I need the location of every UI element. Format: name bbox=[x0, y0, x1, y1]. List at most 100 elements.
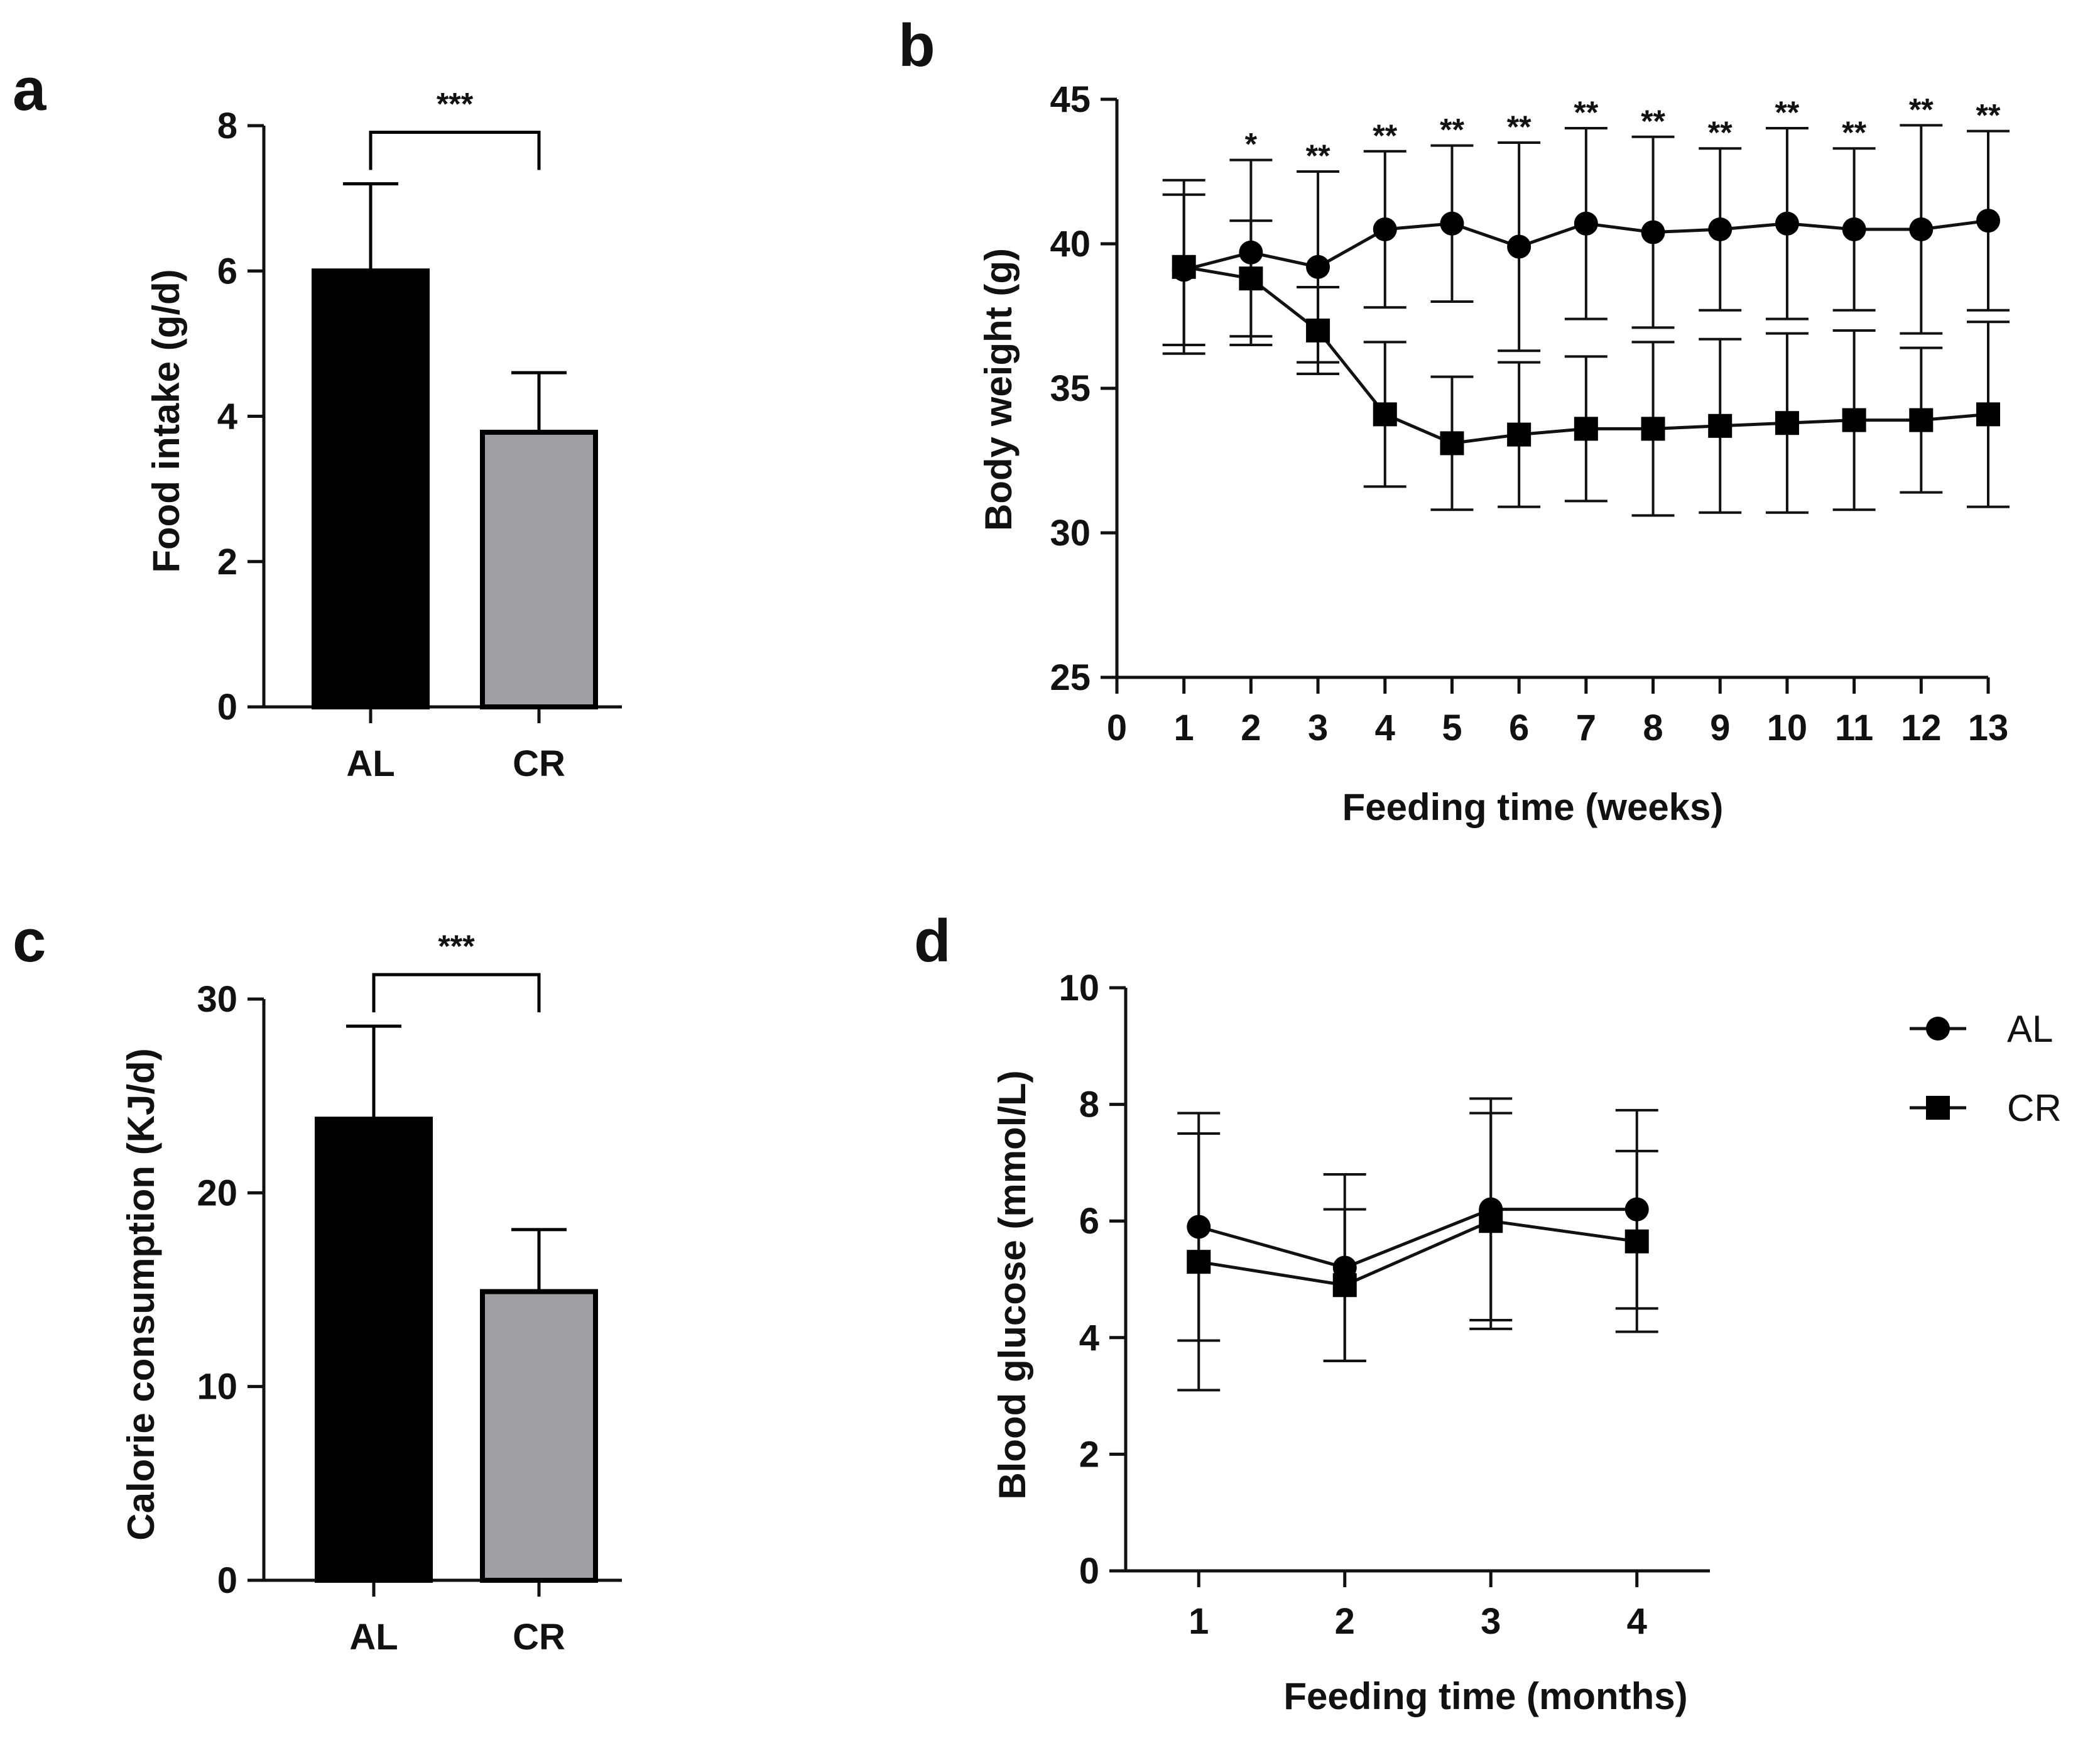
b-point-cr bbox=[1775, 411, 1799, 435]
b-significance-label: ** bbox=[1574, 95, 1598, 130]
b-significance-label: ** bbox=[1306, 138, 1330, 173]
b-point-al bbox=[1641, 220, 1665, 244]
panel-b-y-axis-title: Body weight (g) bbox=[977, 248, 1020, 531]
a-y-tick-label: 0 bbox=[217, 687, 237, 728]
d-point-al bbox=[1187, 1215, 1211, 1239]
legend-marker-al bbox=[1926, 1017, 1950, 1041]
b-point-cr bbox=[1507, 422, 1531, 447]
b-point-al bbox=[1708, 217, 1733, 241]
b-x-tick-label: 6 bbox=[1509, 708, 1529, 748]
a-bar-al bbox=[312, 268, 430, 709]
b-y-tick-label: 25 bbox=[1050, 657, 1091, 698]
b-x-tick-label: 2 bbox=[1241, 708, 1261, 748]
d-point-cr bbox=[1624, 1229, 1649, 1254]
b-significance-label: ** bbox=[1775, 95, 1799, 130]
d-y-tick-label: 2 bbox=[1079, 1434, 1099, 1475]
panel-d-x-axis-title: Feeding time (months) bbox=[1283, 1675, 1687, 1717]
panel-c-axes: 0 10 20 30 AL CR bbox=[197, 979, 622, 1658]
b-x-tick-label: 8 bbox=[1643, 708, 1663, 748]
panel-b-x-axis-title: Feeding time (weeks) bbox=[1342, 786, 1724, 828]
c-x-tick-label-cr: CR bbox=[513, 1617, 565, 1658]
d-y-tick-label: 4 bbox=[1079, 1318, 1099, 1358]
c-y-tick-label: 30 bbox=[197, 979, 237, 1020]
d-x-tick-label: 1 bbox=[1189, 1601, 1209, 1642]
a-y-tick-label: 6 bbox=[217, 251, 237, 292]
b-point-cr bbox=[1373, 402, 1397, 427]
c-bar-cr bbox=[480, 1289, 598, 1583]
c-bar-al bbox=[315, 1117, 433, 1583]
b-point-al bbox=[1842, 217, 1866, 241]
b-y-tick-label: 45 bbox=[1050, 79, 1091, 120]
a-significance-label: *** bbox=[437, 87, 474, 122]
d-y-tick-label: 6 bbox=[1079, 1201, 1099, 1242]
panel-a-y-axis-title: Food intake (g/d) bbox=[145, 269, 187, 572]
panel-c-y-axis-title: Calorie consumption (KJ/d) bbox=[120, 1048, 162, 1540]
a-x-tick-label-cr: CR bbox=[513, 743, 565, 784]
panel-b-series: * **** ** ** ** ** ******** ** bbox=[1162, 92, 2010, 517]
b-point-al bbox=[1239, 240, 1263, 265]
d-x-tick-label: 2 bbox=[1335, 1601, 1355, 1642]
b-point-cr bbox=[1306, 319, 1330, 342]
b-significance-label: ** bbox=[1708, 115, 1733, 150]
d-point-al bbox=[1624, 1197, 1649, 1222]
panel-letter-d: d bbox=[914, 907, 951, 975]
panel-a: a Food intake (g/d) 0 2 4 6 8 AL CR *** bbox=[13, 56, 622, 784]
panel-d-legend: AL CR bbox=[1910, 1008, 2062, 1129]
c-significance-label: *** bbox=[438, 929, 475, 964]
a-y-tick-label: 2 bbox=[217, 542, 237, 582]
a-y-tick-label: 4 bbox=[217, 396, 237, 437]
legend-marker-cr bbox=[1926, 1096, 1950, 1120]
b-significance-label: ** bbox=[1842, 115, 1866, 150]
d-y-tick-label: 8 bbox=[1079, 1085, 1099, 1125]
b-significance-label: ** bbox=[1507, 109, 1531, 145]
panel-a-bars: *** bbox=[312, 87, 598, 709]
d-y-tick-label: 10 bbox=[1058, 968, 1099, 1008]
d-series-line-cr bbox=[1198, 1219, 1638, 1287]
c-y-tick-label: 0 bbox=[217, 1560, 237, 1601]
legend-label-cr: CR bbox=[2007, 1087, 2062, 1129]
a-bar-cr bbox=[480, 429, 598, 709]
b-x-tick-label: 5 bbox=[1442, 708, 1462, 748]
b-x-tick-label: 11 bbox=[1835, 708, 1873, 748]
d-series-line-al bbox=[1198, 1208, 1637, 1270]
b-point-cr bbox=[1842, 408, 1866, 432]
b-significance-label: ** bbox=[1976, 98, 2001, 133]
b-point-al bbox=[1909, 217, 1934, 241]
d-y-tick-label: 0 bbox=[1079, 1551, 1099, 1592]
b-x-tick-label: 1 bbox=[1174, 708, 1194, 748]
b-x-tick-label: 10 bbox=[1767, 708, 1808, 748]
b-point-cr bbox=[1708, 413, 1733, 438]
b-x-tick-label: 13 bbox=[1968, 708, 2009, 748]
a-x-tick-label-al: AL bbox=[346, 743, 394, 784]
b-significance-label: * bbox=[1245, 127, 1258, 162]
b-x-tick-label: 7 bbox=[1576, 708, 1596, 748]
b-x-tick-label: 0 bbox=[1107, 708, 1127, 748]
d-point-cr bbox=[1479, 1209, 1503, 1233]
panel-letter-c: c bbox=[13, 907, 46, 975]
c-y-tick-label: 10 bbox=[197, 1367, 237, 1407]
b-point-cr bbox=[1440, 431, 1464, 456]
panel-b: b Body weight (g) Feeding time (weeks) 2… bbox=[898, 12, 2010, 828]
panel-d-series bbox=[1177, 1097, 1658, 1392]
b-point-al bbox=[1306, 254, 1330, 279]
panel-c-bars: *** bbox=[315, 929, 598, 1583]
b-point-al bbox=[1976, 209, 2000, 233]
panel-d: d Blood glucose (mmol/L) Feeding time (m… bbox=[914, 907, 2062, 1717]
d-x-tick-label: 3 bbox=[1481, 1601, 1501, 1642]
b-significance-label: ** bbox=[1909, 92, 1934, 127]
d-x-tick-label: 4 bbox=[1627, 1601, 1647, 1642]
b-point-al bbox=[1775, 211, 1799, 236]
b-x-tick-label: 3 bbox=[1308, 708, 1328, 748]
b-y-tick-label: 40 bbox=[1050, 224, 1091, 265]
c-significance-bracket bbox=[372, 973, 541, 1013]
panel-c: c Calorie consumption (KJ/d) 0 10 20 30 AL CR… bbox=[13, 907, 622, 1658]
a-significance-bracket bbox=[369, 131, 541, 170]
b-significance-label: ** bbox=[1373, 118, 1397, 153]
b-x-tick-label: 9 bbox=[1710, 708, 1730, 748]
panel-letter-a: a bbox=[13, 56, 46, 123]
b-point-cr bbox=[1909, 408, 1934, 432]
b-point-cr bbox=[1574, 417, 1598, 441]
a-y-tick-label: 8 bbox=[217, 106, 237, 146]
